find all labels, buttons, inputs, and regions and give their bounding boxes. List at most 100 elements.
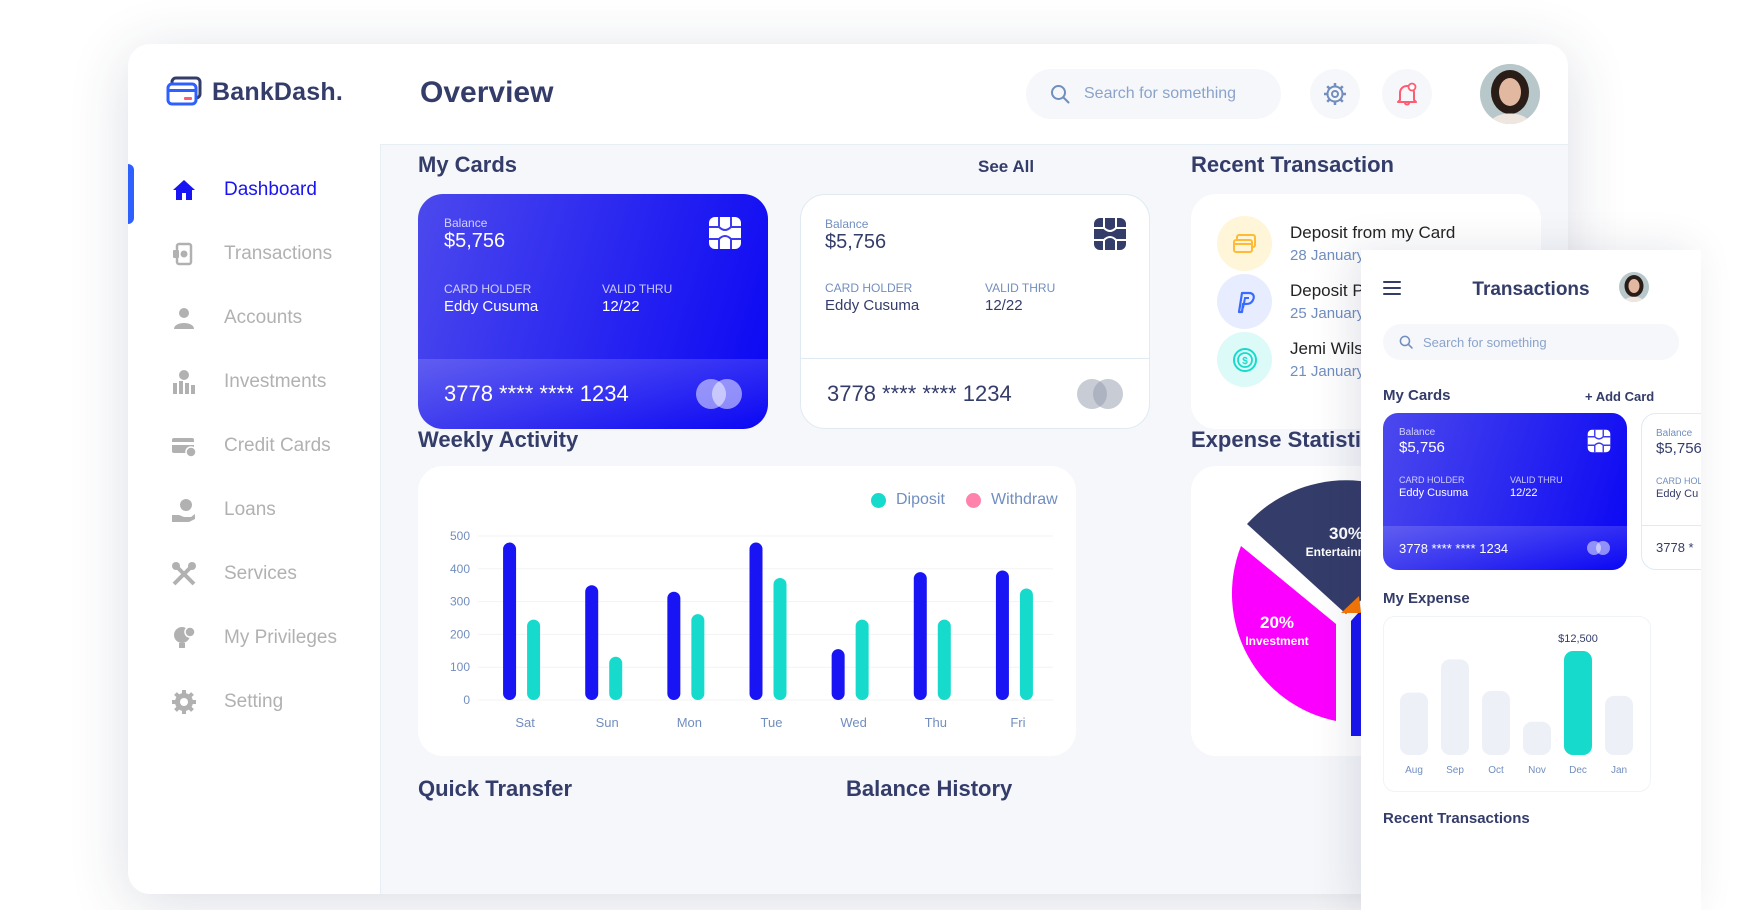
x-tick-label: Dec: [1569, 765, 1587, 776]
bar-diposit-sun: [585, 585, 599, 700]
loan-icon: [170, 496, 198, 524]
see-all-link[interactable]: See All: [978, 157, 1035, 176]
gear-icon: [1324, 83, 1346, 105]
y-tick-label: 500: [450, 529, 470, 543]
card-number: 3778 **** **** 1234: [1399, 540, 1509, 556]
transaction-date: 21 January: [1290, 363, 1365, 380]
x-tick-label: Wed: [840, 715, 867, 730]
sidebar-item-label: Transactions: [224, 243, 333, 264]
mastercard-icon: [1587, 541, 1611, 555]
sidebar-item-my-privileges[interactable]: My Privileges: [128, 606, 380, 670]
sidebar-item-transactions[interactable]: Transactions: [128, 222, 380, 286]
legend-label: Diposit: [896, 491, 945, 508]
x-tick-label: Sun: [596, 715, 619, 730]
my-cards-title: My Cards: [418, 152, 518, 177]
transaction-title: Jemi Wilson: [1290, 339, 1382, 358]
x-tick-label: Nov: [1528, 765, 1546, 776]
credit-card-secondary[interactable]: Balance $5,756 CARD HOLDER Eddy Cusuma V…: [800, 194, 1150, 429]
bar-withdraw-thu: [937, 619, 951, 700]
transaction-item[interactable]: $ Jemi Wilson 21 January: [1217, 332, 1382, 387]
credit-card-primary[interactable]: Balance $5,756 CARD HOLDER Eddy Cusuma V…: [418, 194, 768, 429]
card-valid-label: VALID THRU: [985, 281, 1056, 295]
sidebar: BankDash. Dashboard Transactions Account…: [128, 44, 381, 894]
card-balance: $5,756: [444, 230, 506, 252]
expense-bar-aug: [1400, 692, 1428, 755]
x-tick-label: Fri: [1010, 715, 1025, 730]
user-avatar-image: [1480, 64, 1540, 124]
chip-icon: [1094, 218, 1126, 250]
transfer-icon: [170, 240, 198, 268]
pie-slice-investment[interactable]: [1231, 546, 1336, 721]
bar-diposit-sat: [503, 542, 517, 700]
sidebar-item-services[interactable]: Services: [128, 542, 380, 606]
settings-button[interactable]: [1310, 69, 1360, 119]
y-tick-label: 300: [450, 595, 470, 609]
bar-diposit-thu: [913, 572, 927, 700]
sidebar-item-label: Services: [224, 563, 297, 584]
sidebar-item-credit-cards[interactable]: Credit Cards: [128, 414, 380, 478]
logo[interactable]: BankDash.: [166, 76, 343, 108]
card-balance: $5,756: [825, 231, 887, 253]
chip-icon: [1587, 429, 1611, 453]
bar-withdraw-mon: [691, 614, 705, 700]
sidebar-item-label: My Privileges: [224, 627, 337, 648]
legend-withdraw: Withdraw: [966, 491, 1058, 509]
card-balance: $5,756: [1399, 439, 1445, 456]
mastercard-icon: [1077, 378, 1123, 409]
sidebar-item-loans[interactable]: Loans: [128, 478, 380, 542]
expense-bar-nov: [1523, 721, 1551, 755]
card-number-row: 3778 **** **** 1234: [418, 359, 768, 429]
transaction-item[interactable]: Deposit from my Card 28 January: [1217, 216, 1455, 271]
data-label: $12,500: [1558, 633, 1598, 645]
search-input[interactable]: Search for something: [1026, 69, 1281, 119]
search-icon: [1051, 85, 1070, 104]
sidebar-item-label: Credit Cards: [224, 435, 331, 456]
bar-diposit-tue: [749, 542, 763, 700]
bar-withdraw-tue: [773, 577, 787, 700]
privileges-icon: [170, 624, 198, 652]
my-expense-title: My Expense: [1383, 590, 1470, 607]
card-holder: Eddy Cusuma: [444, 298, 539, 315]
sidebar-item-label: Dashboard: [224, 179, 317, 200]
investment-icon: [170, 368, 198, 396]
avatar[interactable]: [1480, 64, 1540, 124]
expense-bar-dec: [1564, 651, 1592, 755]
mobile-preview: Transactions Search for something My Car…: [1361, 250, 1701, 910]
mobile-credit-card-secondary[interactable]: Balance $5,756 CARD HOLDER Eddy Cu 3778 …: [1641, 413, 1701, 570]
card-holder-label: CARD HOLDER: [1399, 475, 1465, 485]
mobile-credit-card-primary[interactable]: Balance $5,756 CARD HOLDER Eddy Cusuma V…: [1383, 413, 1627, 570]
card-number-row: 3778 **** **** 1234: [1383, 526, 1627, 570]
services-icon: [170, 560, 198, 588]
paypal-icon: [1217, 274, 1272, 329]
chip-icon: [709, 217, 741, 249]
expense-bar-jan: [1605, 695, 1633, 755]
card-holder-label: CARD HOLDER: [825, 281, 913, 295]
sidebar-item-accounts[interactable]: Accounts: [128, 286, 380, 350]
mobile-search-input[interactable]: Search for something: [1383, 324, 1679, 360]
notifications-button[interactable]: [1382, 69, 1432, 119]
bell-icon: [1397, 82, 1417, 106]
sidebar-item-dashboard[interactable]: Dashboard: [128, 158, 380, 224]
weekly-activity-title: Weekly Activity: [418, 427, 579, 452]
card-number: 3778 **** **** 1234: [827, 380, 1012, 406]
pie-label: Investment: [1245, 634, 1308, 648]
quick-transfer-title: Quick Transfer: [418, 776, 573, 801]
bar-diposit-wed: [831, 649, 845, 700]
user-avatar-image: [1619, 272, 1649, 302]
hamburger-menu-icon[interactable]: [1383, 280, 1401, 296]
y-tick-label: 0: [463, 693, 470, 707]
card-holder-label: CARD HOLDER: [1656, 476, 1701, 486]
x-tick-label: Jan: [1611, 765, 1627, 776]
pie-slice-others[interactable]: [1341, 596, 1361, 613]
mobile-avatar[interactable]: [1619, 272, 1649, 302]
sidebar-item-setting[interactable]: Setting: [128, 670, 380, 734]
card-balance-label: Balance: [825, 217, 869, 231]
card-valid: 12/22: [1510, 487, 1538, 499]
card-holder: Eddy Cu: [1656, 488, 1699, 500]
add-card-link[interactable]: + Add Card: [1585, 389, 1655, 404]
sidebar-item-investments[interactable]: Investments: [128, 350, 380, 414]
mastercard-icon: [696, 379, 742, 409]
my-expense-panel: Aug Sep Oct Nov Dec $12,500 Jan: [1383, 616, 1651, 792]
y-tick-label: 100: [450, 660, 470, 674]
top-bar: Overview Search for something: [380, 44, 1568, 145]
